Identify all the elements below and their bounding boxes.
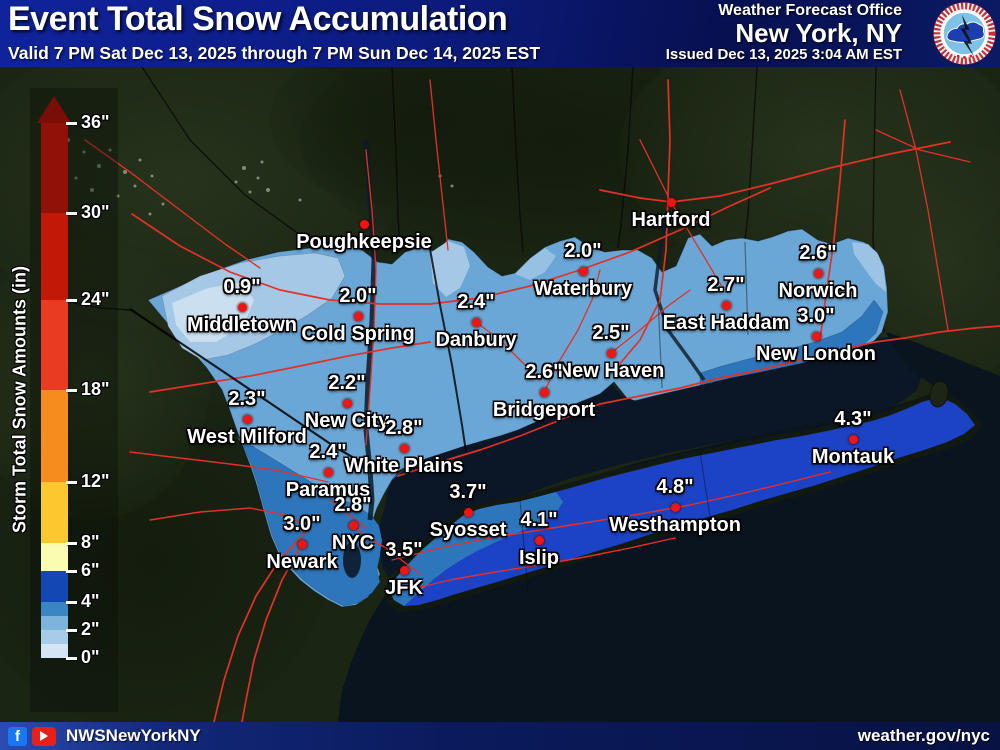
- scale-segment-24-30: [41, 213, 68, 300]
- scale-tick-label: 12": [81, 471, 110, 491]
- scale-tick: [66, 121, 77, 125]
- issued-timestamp: Issued Dec 13, 2025 3:04 AM EST: [665, 46, 902, 64]
- scale-tick-label: 18": [81, 379, 110, 399]
- office-block: Weather Forecast Office New York, NY Iss…: [666, 2, 902, 64]
- snow-region-3-4-ct: [699, 299, 884, 386]
- snow-region-4-6-li: [390, 397, 975, 606]
- scale-tick: [66, 211, 77, 215]
- water-hudson-river: [363, 139, 377, 521]
- scale-tick: [66, 388, 77, 392]
- snow-region-0-1: [172, 282, 254, 342]
- scale-tick: [66, 298, 77, 302]
- block-island: [929, 380, 949, 408]
- scale-title: Storm Total Snow Amounts (in): [9, 266, 30, 533]
- office-name: Weather Forecast Office: [718, 2, 902, 19]
- scale-segment-2-3: [41, 616, 68, 630]
- facebook-icon: f: [8, 726, 27, 746]
- header: Event Total Snow Accumulation Valid 7 PM…: [0, 0, 1000, 67]
- scale-tick: [66, 569, 77, 573]
- scale-segment-4-6: [41, 571, 68, 602]
- scale-tick: [66, 628, 77, 632]
- office-city: New York, NY: [735, 18, 902, 49]
- scale-tick-label: 30": [81, 202, 110, 222]
- scale-tick-label: 8": [81, 532, 100, 552]
- snow-patch-danbury: [430, 241, 470, 297]
- scale-segment-8-12: [41, 482, 68, 543]
- state-borders: [129, 241, 749, 593]
- scale-segment-3-4: [41, 602, 68, 616]
- page-title: Event Total Snow Accumulation: [8, 0, 508, 38]
- scale-bar: [41, 123, 68, 658]
- snow-patch-ne: [852, 242, 886, 292]
- footer: f NWSNewYorkNY weather.gov/nyc: [0, 722, 1000, 750]
- scale-arrow-cap: [37, 96, 71, 123]
- road-network: [84, 79, 1000, 723]
- scale-tick: [66, 541, 77, 545]
- water-ct-river: [653, 209, 706, 382]
- water-li-sound: [379, 337, 923, 578]
- scale-segment-18-24: [41, 300, 68, 390]
- snow-region-3-4-li: [390, 492, 563, 606]
- scale-segment-6-8: [41, 543, 68, 571]
- snow-patch-waterbury: [515, 248, 556, 280]
- scale-tick-label: 0": [81, 647, 100, 667]
- scale-tick-label: 6": [81, 560, 100, 580]
- scale-tick: [66, 656, 77, 660]
- scale-tick-label: 24": [81, 289, 110, 309]
- water-newark-bay: [343, 542, 361, 578]
- scale-segment-30-36: [41, 123, 68, 213]
- social-handle: NWSNewYorkNY: [66, 726, 201, 745]
- scale-tick: [66, 480, 77, 484]
- valid-range: Valid 7 PM Sat Dec 13, 2025 through 7 PM…: [8, 43, 541, 63]
- county-lines: [59, 66, 885, 333]
- youtube-icon: [32, 726, 56, 746]
- scale-segment-12-18: [41, 390, 68, 482]
- scale-tick: [66, 600, 77, 604]
- website-url: weather.gov/nyc: [857, 726, 990, 745]
- scale-tick-label: 2": [81, 619, 100, 639]
- scale-segment-0-1: [41, 644, 68, 658]
- scale-tick-label: 4": [81, 591, 100, 611]
- scale-tick-label: 36": [81, 112, 110, 132]
- cloud-speckles: [64, 138, 454, 216]
- scale-segment-1-2: [41, 630, 68, 644]
- nws-logo-icon: [933, 2, 996, 65]
